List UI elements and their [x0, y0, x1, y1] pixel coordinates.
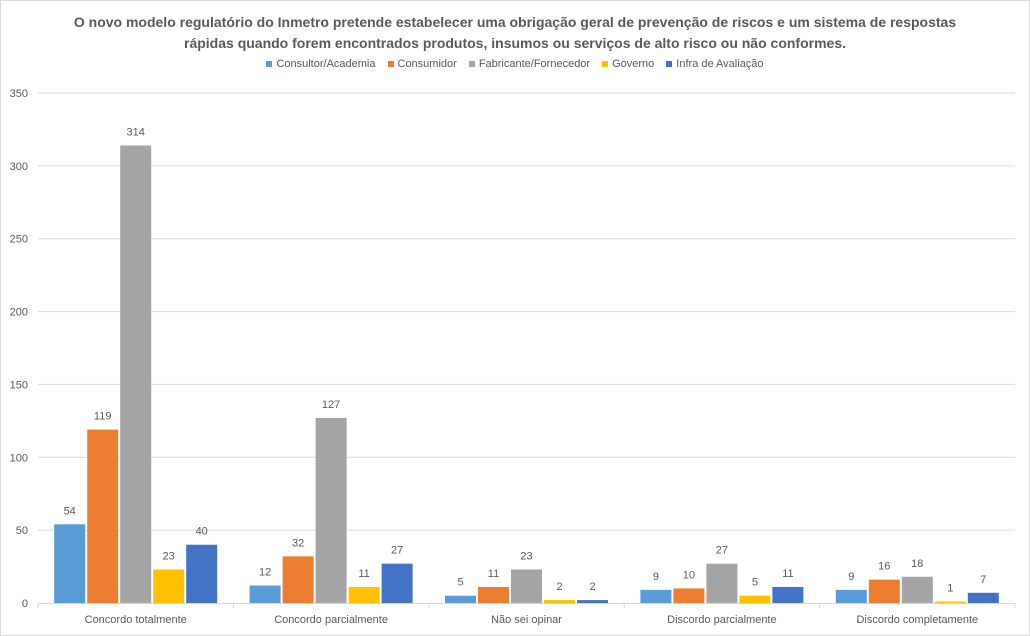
bar	[673, 588, 705, 603]
legend-swatch	[602, 61, 609, 68]
legend-item: Consultor/Academia	[266, 58, 376, 70]
bar	[120, 145, 152, 603]
chart-title-line-2: rápidas quando forem encontrados produto…	[184, 35, 846, 51]
legend-label: Infra de Avaliação	[676, 58, 764, 70]
bar	[54, 524, 86, 603]
bar	[381, 563, 413, 603]
legend-label: Fabricante/Fornecedor	[478, 58, 591, 70]
data-label: 54	[64, 505, 76, 517]
bar	[835, 589, 867, 603]
legend-label: Consultor/Academia	[276, 58, 376, 70]
data-label: 12	[259, 567, 271, 579]
legend-item: Infra de Avaliação	[666, 58, 764, 70]
bar	[348, 586, 380, 603]
data-label: 1	[947, 583, 953, 595]
data-label: 11	[782, 568, 793, 580]
data-label: 5	[752, 577, 758, 589]
bar	[153, 569, 185, 603]
bar	[87, 429, 119, 603]
bar	[577, 600, 608, 603]
y-tick-label: 300	[10, 161, 28, 173]
y-tick-label: 250	[10, 234, 28, 246]
bar	[445, 595, 476, 603]
data-label: 5	[457, 577, 463, 589]
bar	[868, 579, 900, 603]
data-label: 9	[848, 571, 854, 583]
x-tick-label: Não sei opinar	[491, 614, 562, 626]
data-label: 27	[391, 545, 403, 557]
legend-label: Governo	[612, 58, 655, 70]
bar	[249, 585, 281, 603]
data-label: 2	[589, 581, 595, 593]
data-label: 40	[196, 526, 208, 538]
bar	[772, 586, 804, 603]
bar	[544, 600, 575, 603]
bar	[315, 417, 347, 603]
data-label: 23	[163, 550, 175, 562]
y-tick-label: 0	[22, 598, 28, 610]
legend-label: Consumidor	[397, 58, 457, 70]
bar	[186, 544, 218, 603]
data-label: 119	[94, 411, 112, 423]
x-tick-label: Discordo completamente	[856, 614, 978, 626]
legend-swatch	[666, 61, 673, 68]
data-label: 127	[322, 399, 340, 411]
legend-swatch	[387, 61, 394, 68]
data-label: 11	[488, 568, 499, 580]
y-tick-label: 150	[10, 379, 28, 391]
y-tick-label: 50	[16, 525, 28, 537]
x-tick-label: Discordo parcialmente	[667, 614, 776, 626]
bar	[511, 569, 542, 603]
legend-swatch	[266, 61, 273, 68]
bar	[640, 589, 672, 603]
bar	[282, 556, 314, 603]
y-tick-label: 200	[10, 307, 28, 319]
data-label: 16	[878, 561, 890, 573]
chart-legend: Consultor/Academia Consumidor Fabricante/F…	[0, 58, 1030, 70]
x-tick-label: Concordo parcialmente	[274, 614, 388, 626]
bar	[478, 586, 509, 603]
chart-title-line-1: O novo modelo regulatório do Inmetro pre…	[73, 14, 957, 30]
data-label: 18	[911, 558, 923, 570]
bar	[739, 595, 771, 603]
bar	[901, 576, 933, 603]
legend-item: Fabricante/Fornecedor	[468, 58, 591, 70]
data-label: 2	[556, 581, 562, 593]
data-label: 9	[653, 571, 659, 583]
data-label: 10	[683, 569, 695, 581]
y-tick-label: 350	[10, 88, 28, 100]
y-tick-label: 100	[10, 452, 28, 464]
data-label: 32	[292, 537, 304, 549]
data-label: 11	[358, 568, 369, 580]
data-label: 27	[716, 545, 728, 557]
bar	[934, 601, 966, 603]
x-tick-label: Concordo totalmente	[85, 614, 187, 626]
legend-item: Consumidor	[387, 58, 457, 70]
bar	[967, 592, 999, 603]
data-label: 23	[520, 550, 532, 562]
data-label: 7	[980, 574, 986, 586]
data-label: 314	[127, 126, 145, 138]
bar	[706, 563, 738, 603]
legend-swatch	[468, 61, 475, 68]
legend-item: Governo	[602, 58, 654, 70]
chart-title: O novo modelo regulatório do Inmetro pre…	[0, 12, 1030, 54]
